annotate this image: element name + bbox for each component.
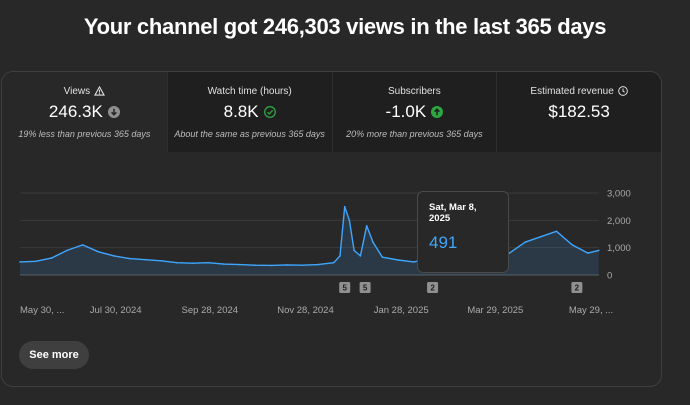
metric-tabs: Views 246.3K 19% less than previous 365 …	[2, 72, 661, 152]
data-point	[66, 249, 68, 252]
data-point	[254, 264, 257, 266]
data-point	[34, 260, 37, 263]
data-point	[207, 261, 209, 264]
data-point	[144, 258, 147, 261]
data-point	[598, 249, 600, 252]
annotation-count: 2	[575, 284, 580, 293]
arrow-up-circle-icon	[431, 106, 444, 118]
arrow-down-circle-icon	[107, 106, 120, 118]
data-point	[223, 263, 225, 265]
data-point	[587, 252, 589, 254]
x-tick-label: Nov 28, 2024	[277, 305, 334, 316]
x-tick-label: May 30, ...	[20, 305, 64, 316]
metric-label: Watch time (hours)	[207, 85, 292, 97]
data-point	[191, 262, 194, 264]
annotation-count: 2	[430, 284, 435, 293]
annotation-marker	[571, 282, 583, 293]
metric-label: Views	[63, 85, 91, 97]
data-point	[524, 241, 526, 243]
data-point	[359, 255, 362, 257]
x-tick-label: Jul 30, 2024	[90, 305, 142, 316]
annotation-marker	[339, 282, 351, 293]
metric-label: Subscribers	[387, 85, 441, 97]
check-circle-icon	[263, 106, 276, 118]
x-tick-label: Mar 29, 2025	[467, 305, 523, 316]
data-point	[365, 225, 368, 227]
data-point	[508, 252, 511, 254]
metric-tab-watch-time[interactable]: Watch time (hours) 8.8K About the same a…	[166, 72, 332, 152]
metric-comparison: 20% more than previous 365 days	[346, 129, 483, 139]
data-point	[238, 263, 241, 266]
y-tick-label: 0	[607, 271, 612, 282]
data-point	[317, 263, 319, 266]
data-point	[97, 251, 100, 253]
data-point	[285, 264, 288, 266]
metric-tab-subscribers[interactable]: Subscribers -1.0K 20% more than previous…	[331, 72, 497, 152]
x-tick-label: Sep 28, 2024	[182, 305, 239, 316]
tooltip-date: Sat, Mar 8, 2025	[429, 202, 477, 224]
data-point	[372, 241, 374, 243]
data-point	[50, 257, 53, 259]
data-point	[160, 260, 162, 262]
annotation-marker	[427, 282, 439, 293]
y-tick-label: 1,000	[607, 243, 631, 254]
y-tick-label: 2,000	[607, 216, 631, 227]
clock-icon	[617, 86, 628, 96]
metric-label: Estimated revenue	[530, 85, 614, 97]
data-point	[412, 261, 415, 263]
x-tick-label: May 29, ...	[569, 305, 613, 316]
data-point	[81, 244, 84, 246]
series-area	[20, 206, 599, 275]
views-chart[interactable]: 3,000 2,000 1,000 0 5 5 2 2 May 30, ... Jul 30, 2…	[2, 72, 661, 332]
metric-value: 246.3K	[48, 102, 103, 121]
metric-value: -1.0K	[385, 102, 427, 121]
metric-comparison: 19% less than previous 365 days	[18, 129, 151, 139]
data-point	[19, 261, 21, 263]
metric-value: 8.8K	[223, 102, 259, 121]
data-point	[381, 256, 384, 258]
see-more-button[interactable]: See more	[19, 341, 89, 369]
metric-comparison: About the same as previous 365 days	[174, 129, 325, 139]
metric-tab-revenue[interactable]: Estimated revenue $182.53	[496, 72, 661, 152]
data-point	[339, 255, 341, 257]
chart-tooltip: Sat, Mar 8, 2025 491	[417, 191, 509, 273]
data-point	[397, 259, 399, 261]
metric-value: $182.53	[548, 102, 610, 121]
data-point	[348, 219, 351, 222]
data-point	[129, 257, 131, 260]
data-point	[555, 230, 558, 233]
analytics-card: Views 246.3K 19% less than previous 365 …	[1, 71, 662, 387]
metric-tab-views[interactable]: Views 246.3K 19% less than previous 365 …	[2, 72, 167, 152]
page-headline: Your channel got 246,303 views in the la…	[83, 14, 607, 39]
annotation-count: 5	[363, 284, 368, 293]
x-tick-label: Jan 28, 2025	[374, 305, 429, 316]
data-point	[113, 255, 115, 257]
warning-icon	[94, 86, 106, 96]
data-point	[301, 264, 304, 266]
data-point	[540, 235, 542, 238]
data-point	[332, 261, 335, 264]
annotation-count: 5	[342, 284, 347, 293]
tooltip-value: 491	[429, 233, 458, 252]
data-point	[571, 244, 573, 246]
data-point	[343, 205, 346, 208]
annotation-marker	[359, 282, 371, 293]
data-point	[270, 264, 272, 267]
data-point	[353, 249, 355, 252]
data-point	[176, 261, 178, 264]
y-tick-label: 3,000	[607, 189, 631, 200]
